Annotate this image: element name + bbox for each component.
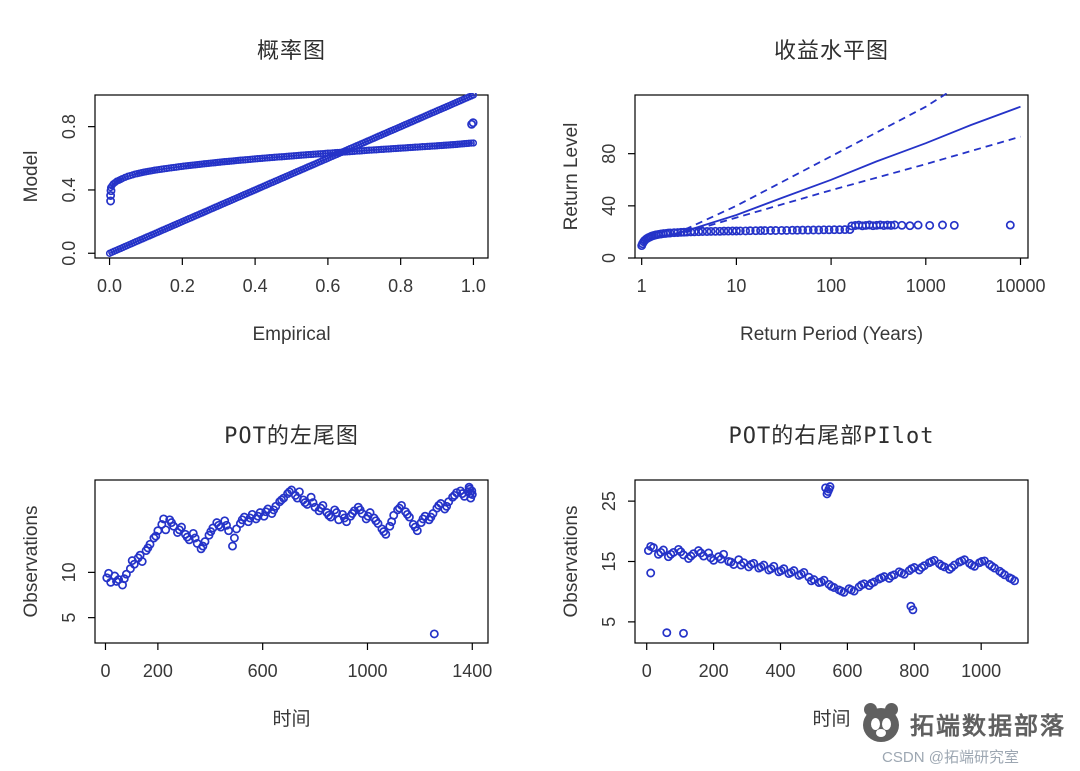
probability-plot-canvas: 概率图 0.0 0.2 0.4 0.6 0.8 1.0 0.0 0.4 0.8 Empirical M… xyxy=(21,39,489,345)
svg-text:80: 80 xyxy=(599,144,619,164)
svg-text:0.0: 0.0 xyxy=(59,241,79,266)
svg-text:1000: 1000 xyxy=(961,661,1001,681)
svg-text:0.4: 0.4 xyxy=(59,177,79,202)
pot-right-tail-plot-canvas: POT的右尾部PIlot 0 200 400 600 800 1000 5 15 25 时间 Obse… xyxy=(561,424,1029,730)
watermark-brand-text: 拓端数据部落 xyxy=(910,711,1066,740)
svg-text:400: 400 xyxy=(765,661,795,681)
svg-text:25: 25 xyxy=(599,491,619,511)
svg-text:1.0: 1.0 xyxy=(461,276,486,296)
svg-text:10: 10 xyxy=(726,276,746,296)
svg-text:0.8: 0.8 xyxy=(59,114,79,139)
svg-text:100: 100 xyxy=(816,276,846,296)
svg-text:Return Level: Return Level xyxy=(561,123,582,231)
watermark: 拓端数据部落 CSDN @拓端研究室 xyxy=(861,703,1066,767)
svg-text:0: 0 xyxy=(642,661,652,681)
svg-text:时间: 时间 xyxy=(812,708,850,730)
svg-text:Observations: Observations xyxy=(21,506,42,618)
svg-text:Return Period (Years): Return Period (Years) xyxy=(740,324,923,345)
svg-text:0.0: 0.0 xyxy=(97,276,122,296)
svg-text:Observations: Observations xyxy=(561,506,582,618)
pot-left-tail-plot-canvas: POT的左尾图 0 200 600 1000 1400 5 10 时间 Observations xyxy=(21,424,492,730)
return-level-plot-canvas: 收益水平图 1 10 100 1000 10000 0 40 80 Return Period (… xyxy=(561,39,1046,345)
svg-text:5: 5 xyxy=(59,613,79,623)
svg-text:0.4: 0.4 xyxy=(243,276,268,296)
pot-right-tail-plot: POT的右尾部PIlot 0 200 400 600 800 1000 5 15 25 时间 Obse… xyxy=(540,385,1080,770)
svg-text:POT的右尾部PIlot: POT的右尾部PIlot xyxy=(729,424,935,449)
watermark-csdn-text: CSDN @拓端研究室 xyxy=(882,749,1019,766)
svg-text:1000: 1000 xyxy=(347,661,387,681)
svg-text:概率图: 概率图 xyxy=(257,39,326,64)
probability-plot: 概率图 0.0 0.2 0.4 0.6 0.8 1.0 0.0 0.4 0.8 Empirical M… xyxy=(0,0,540,385)
svg-text:10: 10 xyxy=(59,562,79,582)
watermark-brand-row: 拓端数据部落 xyxy=(861,703,1066,743)
return-level-plot: 收益水平图 1 10 100 1000 10000 0 40 80 Return Period (… xyxy=(540,0,1080,385)
svg-text:10000: 10000 xyxy=(995,276,1045,296)
svg-text:时间: 时间 xyxy=(272,708,310,730)
svg-text:600: 600 xyxy=(248,661,278,681)
svg-text:1000: 1000 xyxy=(906,276,946,296)
svg-text:Empirical: Empirical xyxy=(252,324,330,345)
svg-text:0.2: 0.2 xyxy=(170,276,195,296)
svg-text:0: 0 xyxy=(599,253,619,263)
svg-text:1: 1 xyxy=(637,276,647,296)
svg-text:200: 200 xyxy=(699,661,729,681)
svg-text:200: 200 xyxy=(143,661,173,681)
svg-text:0: 0 xyxy=(100,661,110,681)
svg-text:5: 5 xyxy=(599,617,619,627)
svg-text:0.6: 0.6 xyxy=(315,276,340,296)
svg-text:800: 800 xyxy=(899,661,929,681)
pot-left-tail-plot: POT的左尾图 0 200 600 1000 1400 5 10 时间 Observations xyxy=(0,385,540,770)
svg-text:0.8: 0.8 xyxy=(388,276,413,296)
svg-text:15: 15 xyxy=(599,551,619,571)
svg-text:1400: 1400 xyxy=(452,661,492,681)
svg-text:Model: Model xyxy=(21,151,42,203)
svg-text:POT的左尾图: POT的左尾图 xyxy=(224,424,359,449)
svg-text:收益水平图: 收益水平图 xyxy=(774,39,889,64)
panda-logo-icon xyxy=(861,703,901,743)
svg-text:600: 600 xyxy=(832,661,862,681)
svg-text:40: 40 xyxy=(599,196,619,216)
